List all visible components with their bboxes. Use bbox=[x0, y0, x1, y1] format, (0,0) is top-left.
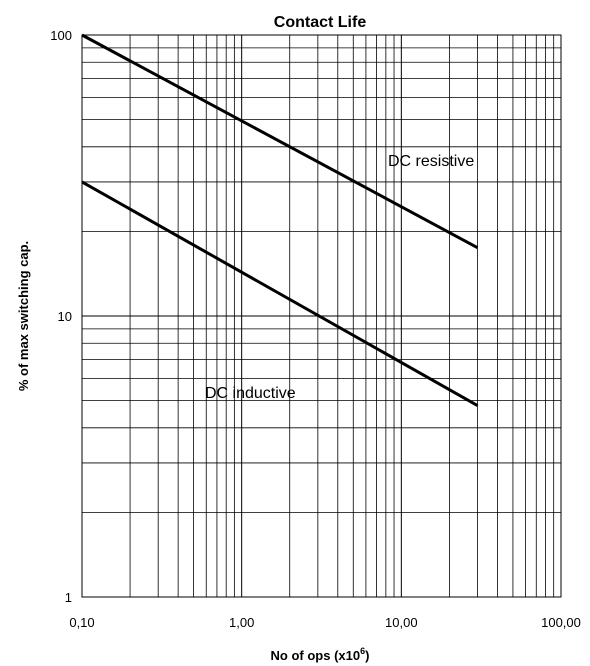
x-tick-labels: 0,10 1,00 10,00 100,00 bbox=[69, 615, 581, 630]
x-tick-label: 100,00 bbox=[541, 615, 581, 630]
series-label-dc-inductive: DC inductive bbox=[205, 385, 296, 402]
y-tick-label: 1 bbox=[65, 590, 72, 605]
y-tick-label: 100 bbox=[50, 28, 72, 43]
x-tick-label: 1,00 bbox=[229, 615, 254, 630]
y-tick-labels: 1 10 100 bbox=[50, 28, 72, 605]
series-layer: DC resistive DC inductive bbox=[81, 33, 479, 407]
chart-title: Contact Life bbox=[274, 14, 367, 31]
plot-frame bbox=[81, 34, 562, 598]
x-axis-label-main: No of ops (x10 bbox=[271, 648, 361, 663]
x-axis-label-end: ) bbox=[365, 648, 369, 663]
y-tick-label: 10 bbox=[58, 309, 72, 324]
x-tick-label: 10,00 bbox=[385, 615, 418, 630]
series-line-dc-inductive bbox=[81, 180, 479, 407]
series-label-dc-resistive: DC resistive bbox=[388, 153, 474, 170]
x-tick-label: 0,10 bbox=[69, 615, 94, 630]
series-line-dc-resistive bbox=[81, 33, 479, 250]
x-axis-label: No of ops (x106) bbox=[271, 646, 370, 663]
y-axis-label: % of max switching cap. bbox=[16, 241, 31, 391]
x-axis-label-superscript: 6 bbox=[360, 646, 365, 656]
